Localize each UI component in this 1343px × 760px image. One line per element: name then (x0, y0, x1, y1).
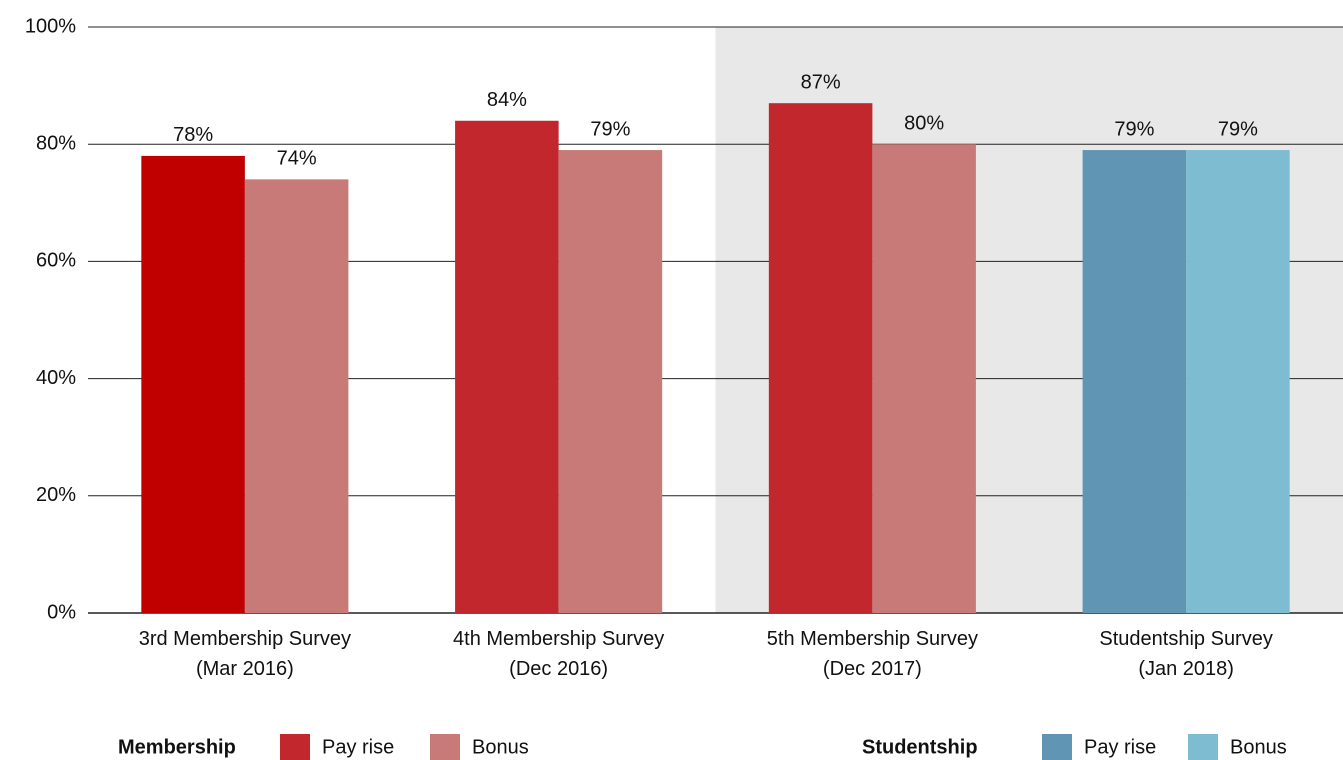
legend-swatch (280, 734, 310, 760)
value-label: 80% (904, 112, 944, 134)
legend-swatch (430, 734, 460, 760)
x-tick-label: 3rd Membership Survey (Mar 2016) (139, 628, 351, 680)
bar (141, 155, 245, 614)
value-label: 78% (173, 124, 213, 146)
value-label: 79% (590, 118, 630, 140)
legend-swatch (1188, 734, 1218, 760)
bar (1186, 150, 1290, 613)
x-tick-label: 4th Membership Survey (Dec 2016) (453, 628, 664, 680)
y-tick-label: 80% (36, 132, 76, 154)
bar (455, 120, 559, 613)
value-label: 87% (801, 71, 841, 93)
y-tick-label: 60% (36, 250, 76, 272)
value-label: 79% (1218, 118, 1258, 140)
legend-label: Bonus (1230, 736, 1287, 758)
bar (244, 179, 349, 614)
legend-label: Bonus (472, 736, 529, 758)
value-label: 79% (1114, 118, 1154, 140)
y-tick-label: 40% (36, 367, 76, 389)
y-tick-label: 0% (47, 601, 76, 623)
legend-group-title: Membership (118, 736, 236, 758)
bar (872, 144, 976, 613)
legend-label: Pay rise (322, 736, 394, 758)
legend-label: Pay rise (1084, 736, 1156, 758)
legend-group-title: Studentship (862, 736, 978, 758)
x-tick-label: Studentship Survey (Jan 2018) (1099, 628, 1272, 680)
bar (558, 150, 663, 613)
bar (768, 103, 873, 614)
y-tick-label: 100% (25, 15, 76, 37)
value-label: 84% (487, 89, 527, 111)
value-label: 74% (277, 148, 317, 170)
bar (1082, 150, 1187, 613)
y-tick-label: 20% (36, 484, 76, 506)
legend-swatch (1042, 734, 1072, 760)
x-tick-label: 5th Membership Survey (Dec 2017) (767, 628, 978, 680)
